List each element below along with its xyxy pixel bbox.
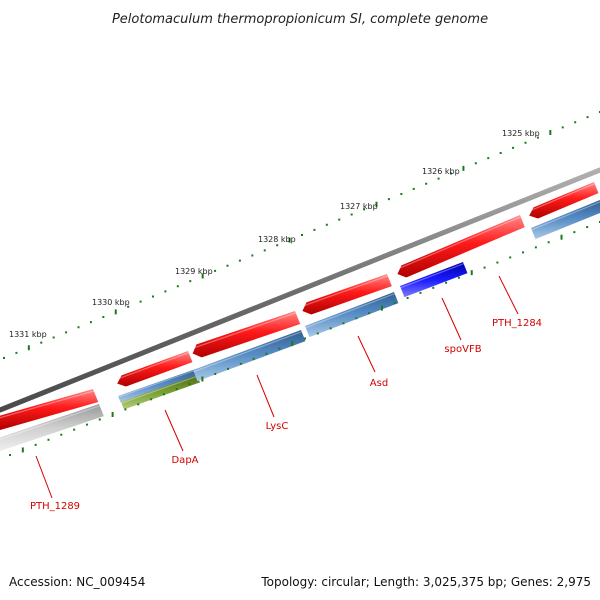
leader-line <box>498 275 519 315</box>
outer-tick-ring <box>3 111 600 359</box>
gene-label: PTH_1289 <box>30 501 80 512</box>
inner-tick-ring <box>9 221 600 456</box>
leader-line <box>35 455 53 499</box>
gene-label: Asd <box>370 378 388 389</box>
gene-label: DapA <box>171 455 198 466</box>
gene-label: spoVFB <box>444 344 481 355</box>
gene-label: PTH_1284 <box>492 318 542 329</box>
cds-brightblue-spoVFB <box>400 262 468 298</box>
gene-red-PTH_1289 <box>0 389 99 430</box>
gene-red-DapA <box>115 351 193 387</box>
map-title: Pelotomaculum thermopropionicum SI, comp… <box>112 12 488 27</box>
gene-red-PTH_1284 <box>395 215 525 278</box>
cds-blue-LysC <box>193 330 306 382</box>
accession-text: Accession: NC_009454 <box>9 575 145 589</box>
leader-line <box>357 335 376 373</box>
cds-blue-Asd <box>305 292 399 338</box>
topology-text: Topology: circular; Length: 3,025,375 bp… <box>260 575 591 589</box>
leader-line <box>164 409 184 452</box>
kbp-label: 1330 kbp <box>92 298 130 307</box>
gene-label: LysC <box>266 421 289 432</box>
gene-red-edge <box>527 182 599 219</box>
genome-backbone <box>0 167 600 413</box>
kbp-label: 1327 kbp <box>340 202 378 211</box>
cds-blue-edge <box>531 200 600 240</box>
kbp-label: 1331 kbp <box>9 330 47 339</box>
kbp-label-group: 1325 kbp 1326 kbp 1327 kbp 1328 kbp 1329 kbp… <box>9 129 540 339</box>
kbp-label: 1329 kbp <box>175 267 213 276</box>
leader-line <box>256 374 275 418</box>
gene-red-Asd <box>300 274 392 315</box>
cds-olive-DapA <box>121 375 200 410</box>
gene-leader-lines <box>35 275 519 499</box>
gene-track <box>0 182 600 452</box>
leader-line <box>441 297 462 341</box>
kbp-label: 1325 kbp <box>502 129 540 138</box>
cds-grey-PTH_1289 <box>0 404 104 452</box>
kbp-label: 1328 kbp <box>258 235 296 244</box>
kbp-label: 1326 kbp <box>422 167 460 176</box>
gene-label-group: PTH_1289 DapA LysC Asd spoVFB PTH_1284 <box>30 318 542 512</box>
cds-blue-DapA <box>118 369 199 403</box>
gene-red-LysC <box>190 311 301 358</box>
